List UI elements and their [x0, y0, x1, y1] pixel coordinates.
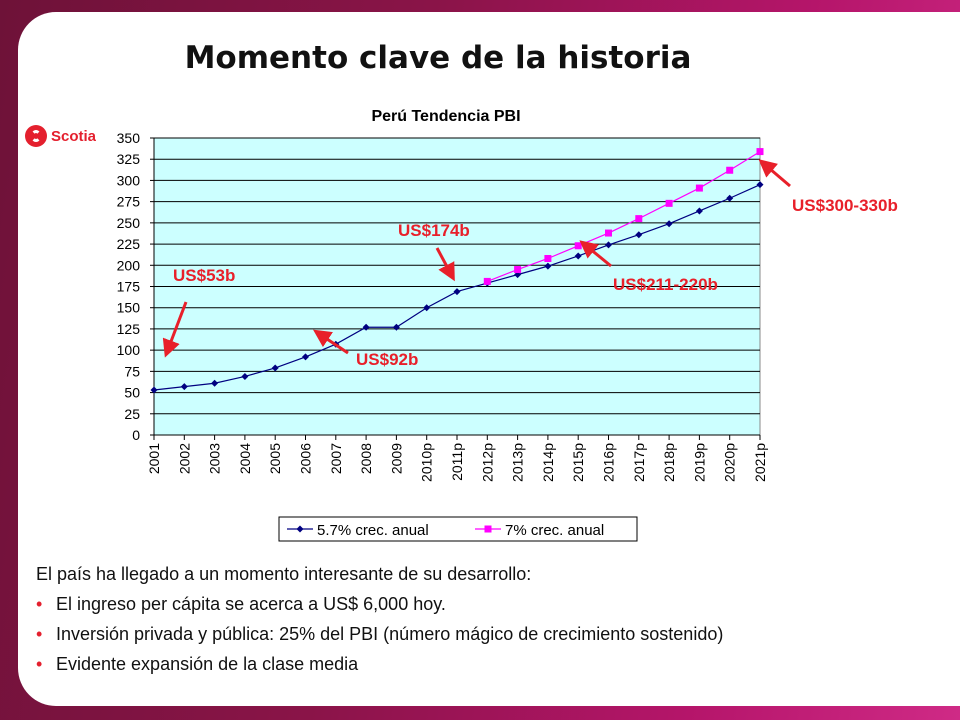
- data-point-diamond: [665, 220, 673, 228]
- data-point-square: [574, 242, 582, 250]
- legend-box: [278, 516, 638, 542]
- intro-text: El país ha llegado a un momento interesa…: [36, 564, 532, 584]
- bullet-item: Inversión privada y pública: 25% del PBI…: [36, 624, 956, 645]
- data-point-diamond: [150, 386, 158, 394]
- y-tick-label: 75: [124, 363, 140, 379]
- y-tick-label: 325: [117, 151, 141, 167]
- x-tick-label: 2021p: [752, 443, 768, 482]
- legend-label: 5.7% crec. anual: [317, 522, 429, 539]
- x-tick-label: 2020p: [722, 443, 738, 482]
- data-point-diamond: [302, 353, 309, 361]
- x-tick-label: 2012p: [479, 443, 495, 482]
- scotiabank-logo-icon: [25, 125, 47, 147]
- x-tick-label: 2003: [207, 443, 223, 474]
- chart-legend: 5.7% crec. anual 7% crec. anual: [278, 516, 638, 542]
- y-tick-label: 100: [117, 342, 141, 358]
- x-tick-label: 2016p: [601, 443, 617, 482]
- y-tick-label: 0: [132, 427, 140, 443]
- data-point-diamond: [695, 207, 703, 215]
- data-point-diamond: [362, 323, 370, 331]
- x-tick-label: 2017p: [631, 443, 647, 482]
- y-tick-label: 250: [117, 215, 141, 231]
- data-point-diamond: [605, 241, 612, 249]
- annotation-label: US$300-330b: [792, 196, 898, 215]
- annotation-arrow: [435, 247, 455, 282]
- x-tick-label: 2015p: [570, 443, 586, 482]
- y-tick-label: 125: [117, 321, 141, 337]
- y-tick-label: 50: [124, 385, 140, 401]
- data-point-diamond: [211, 379, 219, 387]
- y-tick-label: 300: [117, 172, 141, 188]
- annotation-label: US$53b: [173, 266, 235, 285]
- x-tick-label: 2009: [388, 443, 404, 474]
- data-point-diamond: [756, 181, 764, 189]
- slide-title: Momento clave de la historia: [184, 40, 692, 76]
- data-point-square: [635, 215, 643, 223]
- bullet-list: El país ha llegado a un momento interesa…: [36, 564, 956, 684]
- x-tick-label: 2018p: [661, 443, 677, 482]
- chart-title: Perú Tendencia PBI: [371, 108, 520, 125]
- x-tick-label: 2014p: [540, 443, 556, 482]
- scotiabank-logo: Scotia: [19, 117, 96, 155]
- data-point-diamond: [635, 231, 643, 239]
- bullet-item: El ingreso per cápita se acerca a US$ 6,…: [36, 594, 956, 615]
- data-point-square: [695, 184, 703, 192]
- x-tick-label: 2013p: [510, 443, 526, 482]
- y-tick-label: 25: [124, 406, 140, 422]
- x-tick-label: 2005: [267, 443, 283, 474]
- annotation-arrow: [162, 301, 188, 358]
- bullet-item: Evidente expansión de la clase media: [36, 654, 956, 675]
- legend-label: 7% crec. anual: [505, 522, 604, 539]
- series-line-2: [487, 151, 761, 282]
- x-tick-label: 2011p: [449, 443, 465, 481]
- data-point-diamond: [241, 372, 249, 380]
- y-tick-label: 200: [117, 257, 141, 273]
- data-point-square: [665, 199, 673, 207]
- y-tick-label: 150: [117, 300, 141, 316]
- x-tick-label: 2004: [237, 443, 253, 474]
- data-point-square: [756, 148, 764, 156]
- data-point-diamond: [271, 364, 279, 372]
- annotation-arrow: [758, 159, 791, 188]
- y-tick-label: 275: [117, 194, 141, 210]
- data-point-square: [605, 229, 612, 237]
- annotation-label: US$92b: [356, 350, 418, 369]
- annotation-label: US$211-220b: [613, 275, 718, 294]
- data-point-diamond: [453, 288, 461, 296]
- data-point-diamond: [423, 304, 431, 312]
- annotation-arrow: [313, 329, 349, 355]
- annotation-arrow: [579, 240, 612, 268]
- annotation-label: US$174b: [398, 221, 470, 240]
- x-tick-label: 2019p: [691, 443, 707, 482]
- y-tick-label: 175: [117, 279, 141, 295]
- legend-marker: [296, 525, 304, 533]
- x-tick-label: 2002: [176, 443, 192, 474]
- data-point-diamond: [544, 262, 552, 270]
- data-point-square: [483, 277, 491, 285]
- x-tick-label: 2006: [298, 443, 314, 474]
- legend-marker: [484, 525, 492, 533]
- data-point-diamond: [726, 194, 734, 202]
- y-tick-label: 350: [117, 130, 141, 146]
- logo-text: Scotia: [50, 127, 96, 145]
- data-point-square: [514, 266, 522, 274]
- x-tick-label: 2007: [328, 443, 344, 474]
- data-point-diamond: [180, 383, 188, 391]
- data-point-square: [544, 254, 552, 262]
- x-tick-label: 2010p: [419, 443, 435, 482]
- y-tick-label: 225: [117, 236, 141, 252]
- x-tick-label: 2001: [146, 443, 162, 474]
- x-tick-label: 2008: [358, 443, 374, 474]
- data-point-diamond: [392, 323, 400, 331]
- data-point-square: [726, 166, 734, 174]
